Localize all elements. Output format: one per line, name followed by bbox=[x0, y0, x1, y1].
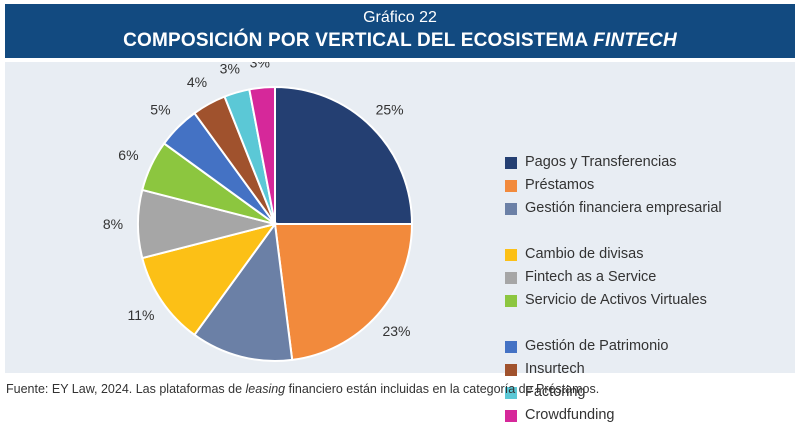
source-note-prefix: Fuente: EY Law, 2024. Las plataformas de bbox=[6, 382, 246, 396]
legend-swatch-4 bbox=[505, 272, 517, 284]
pie-slice-label-6: 5% bbox=[150, 101, 170, 117]
legend-label-6: Gestión de Patrimonio bbox=[525, 338, 725, 354]
legend-label-2: Gestión financiera empresarial bbox=[525, 200, 725, 216]
legend-item-5: Servicio de Activos Virtuales bbox=[505, 292, 725, 308]
legend-swatch-2 bbox=[505, 203, 517, 215]
source-note-emphasis: leasing bbox=[246, 382, 286, 396]
pie-slice-label-1: 23% bbox=[382, 323, 410, 339]
legend-swatch-0 bbox=[505, 157, 517, 169]
source-note-suffix: financiero están incluidas en la categor… bbox=[285, 382, 599, 396]
legend-label-1: Préstamos bbox=[525, 177, 725, 193]
source-note: Fuente: EY Law, 2024. Las plataformas de… bbox=[6, 382, 599, 396]
legend-item-4: Fintech as a Service bbox=[505, 269, 725, 285]
legend-item-1: Préstamos bbox=[505, 177, 725, 193]
legend-swatch-6 bbox=[505, 341, 517, 353]
legend-swatch-5 bbox=[505, 295, 517, 307]
pie-slice-label-5: 6% bbox=[118, 147, 138, 163]
chart-header: Gráfico 22 COMPOSICIÓN POR VERTICAL DEL … bbox=[5, 4, 795, 58]
pie-slice-1 bbox=[275, 224, 412, 360]
pie-slice-label-0: 25% bbox=[376, 101, 404, 117]
legend-label-9: Crowdfunding bbox=[525, 407, 725, 423]
legend-item-0: Pagos y Transferencias bbox=[505, 154, 725, 170]
legend-item-6: Gestión de Patrimonio bbox=[505, 338, 725, 354]
pie-chart: 25%23%12%11%8%6%5%4%3%3% bbox=[5, 62, 505, 373]
chart-title: COMPOSICIÓN POR VERTICAL DEL ECOSISTEMA … bbox=[5, 30, 795, 52]
legend-item-9: Crowdfunding bbox=[505, 407, 725, 423]
pie-slice-label-8: 3% bbox=[220, 62, 240, 76]
pie-slice-label-7: 4% bbox=[187, 74, 207, 90]
legend-swatch-1 bbox=[505, 180, 517, 192]
legend-label-7: Insurtech bbox=[525, 361, 725, 377]
legend-label-5: Servicio de Activos Virtuales bbox=[525, 292, 725, 308]
legend-item-2: Gestión financiera empresarial bbox=[505, 200, 725, 216]
legend-item-7: Insurtech bbox=[505, 361, 725, 377]
legend-label-4: Fintech as a Service bbox=[525, 269, 725, 285]
chart-panel: 25%23%12%11%8%6%5%4%3%3% Pagos y Transfe… bbox=[5, 62, 795, 373]
legend-item-3: Cambio de divisas bbox=[505, 246, 725, 262]
chart-title-main: COMPOSICIÓN POR VERTICAL DEL ECOSISTEMA bbox=[123, 30, 588, 51]
legend-swatch-9 bbox=[505, 410, 517, 422]
legend-swatch-7 bbox=[505, 364, 517, 376]
pie-slice-label-3: 11% bbox=[128, 307, 155, 323]
legend-label-0: Pagos y Transferencias bbox=[525, 154, 725, 170]
legend-swatch-3 bbox=[505, 249, 517, 261]
chart-subtitle: Gráfico 22 bbox=[5, 9, 795, 27]
chart-title-emphasis: FINTECH bbox=[593, 30, 677, 51]
legend-label-3: Cambio de divisas bbox=[525, 246, 725, 262]
pie-slice-label-9: 3% bbox=[250, 62, 270, 71]
pie-slice-label-4: 8% bbox=[103, 216, 123, 232]
